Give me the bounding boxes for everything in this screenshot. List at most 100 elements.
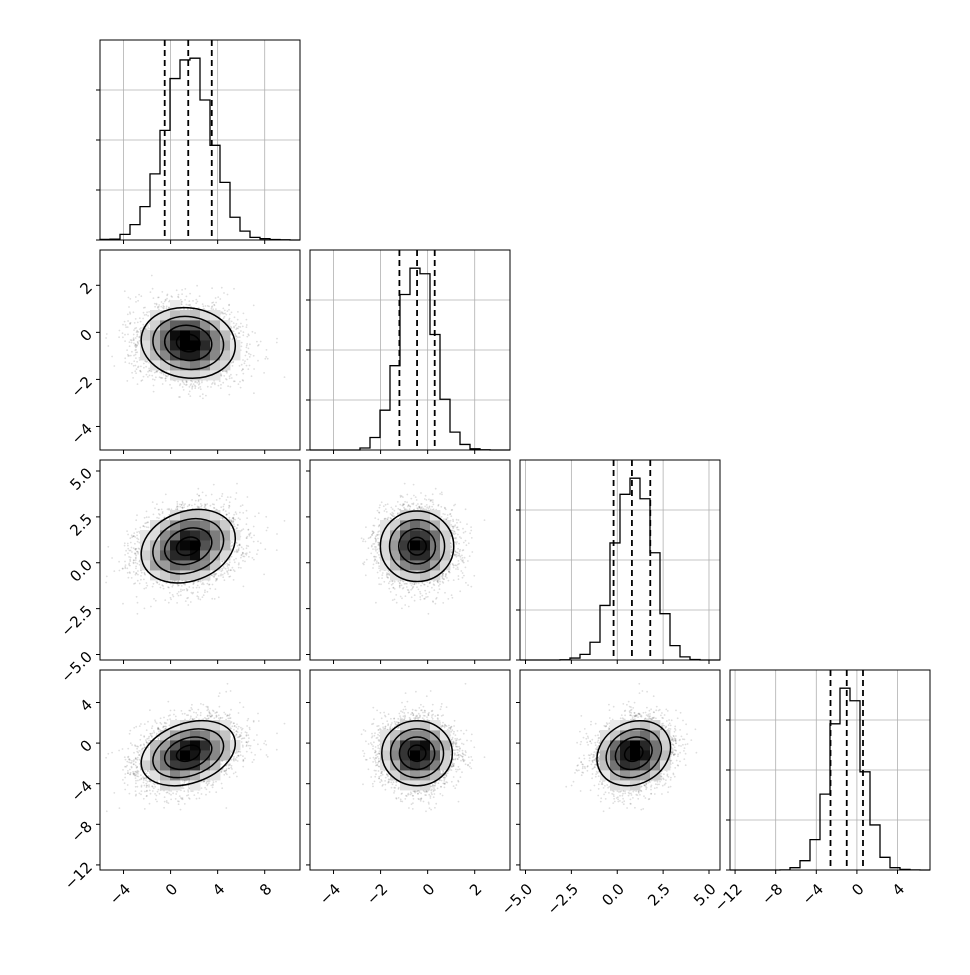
panel-frame — [99, 39, 301, 241]
scatter-point — [428, 505, 431, 508]
scatter-point — [464, 682, 467, 685]
scatter-point — [158, 304, 161, 306]
scatter-point — [432, 583, 435, 586]
scatter-point — [595, 751, 598, 753]
scatter-point — [136, 766, 139, 769]
scatter-point — [611, 718, 614, 721]
scatter-point — [145, 582, 148, 584]
scatter-point — [215, 578, 217, 580]
scatter-point — [147, 328, 150, 330]
scatter-point — [211, 305, 214, 308]
scatter-point — [135, 519, 138, 522]
density-cell — [430, 570, 441, 581]
scatter-point — [152, 378, 154, 381]
x-tick-label: 0.0 — [598, 880, 628, 910]
scatter-point — [597, 756, 600, 759]
scatter-point — [380, 583, 382, 586]
scatter-point — [122, 336, 124, 339]
scatter-point — [378, 567, 380, 570]
scatter-point — [372, 543, 374, 545]
contour-level-2 — [152, 315, 225, 371]
scatter-point — [191, 790, 194, 792]
scatter-point — [137, 538, 140, 541]
scatter-point — [138, 582, 141, 585]
density-cell — [150, 340, 161, 351]
scatter-point — [432, 600, 434, 602]
density-cell — [150, 570, 161, 581]
density-cell — [190, 360, 201, 371]
scatter-point — [629, 802, 632, 805]
density-cell — [190, 340, 201, 351]
scatter-point — [206, 590, 209, 593]
scatter-point — [662, 778, 665, 781]
scatter-point — [455, 741, 458, 744]
scatter-point — [240, 330, 242, 332]
scatter-point — [644, 784, 646, 787]
contour-level-1 — [397, 527, 437, 565]
scatter-point — [221, 518, 224, 521]
scatter-point — [225, 513, 228, 516]
scatter-point — [441, 573, 444, 576]
density-cell — [210, 360, 221, 371]
scatter-point — [221, 716, 224, 719]
scatter-point — [185, 588, 188, 590]
scatter-point — [177, 800, 179, 803]
scatter-point — [378, 765, 381, 768]
scatter-point — [619, 717, 622, 720]
scatter-point — [203, 780, 206, 783]
scatter-point — [364, 540, 367, 543]
scatter-point — [256, 553, 258, 555]
scatter-point — [224, 770, 227, 773]
scatter-point — [206, 582, 209, 585]
scatter-point — [193, 384, 196, 387]
scatter-point — [232, 722, 235, 725]
scatter-point — [107, 752, 110, 755]
scatter-point — [163, 721, 166, 724]
scatter-point — [450, 739, 453, 741]
scatter-point — [181, 386, 184, 388]
scatter-point — [225, 370, 228, 372]
scatter-point — [217, 296, 220, 298]
scatter-point — [222, 312, 225, 315]
scatter-point — [131, 371, 134, 374]
scatter-point — [223, 315, 226, 318]
scatter-point — [181, 380, 184, 383]
scatter-point — [169, 596, 172, 599]
scatter-point — [242, 368, 244, 370]
scatter-point — [640, 785, 643, 788]
scatter-point — [586, 769, 589, 772]
scatter-point — [248, 728, 251, 731]
scatter-point — [439, 580, 441, 583]
scatter-point — [133, 329, 135, 331]
scatter-point — [158, 583, 161, 586]
scatter-point — [134, 549, 137, 551]
scatter-point — [450, 551, 453, 553]
density-cell — [630, 750, 641, 761]
scatter-point — [240, 737, 243, 740]
scatter-point — [378, 550, 381, 553]
scatter-point — [190, 591, 193, 594]
scatter-point — [412, 798, 415, 800]
scatter-point — [650, 784, 653, 787]
scatter-point — [205, 782, 208, 784]
scatter-point — [372, 530, 374, 533]
density-cell — [160, 530, 171, 541]
scatter-point — [608, 722, 611, 725]
scatter-point — [180, 503, 183, 506]
scatter-point — [430, 808, 432, 811]
scatter-point — [452, 532, 454, 534]
scatter-point — [650, 718, 653, 721]
scatter-point — [253, 392, 255, 395]
scatter-point — [363, 752, 366, 755]
scatter-point — [230, 520, 233, 523]
scatter-point — [580, 761, 583, 764]
scatter-point — [648, 715, 650, 717]
scatter-panel-3-0 — [96, 669, 301, 874]
density-cell — [170, 360, 181, 371]
scatter-point — [200, 504, 203, 507]
scatter-point — [433, 584, 436, 586]
scatter-point — [192, 586, 195, 589]
scatter-point — [401, 718, 404, 721]
scatter-point — [225, 313, 228, 316]
scatter-point — [457, 749, 459, 751]
